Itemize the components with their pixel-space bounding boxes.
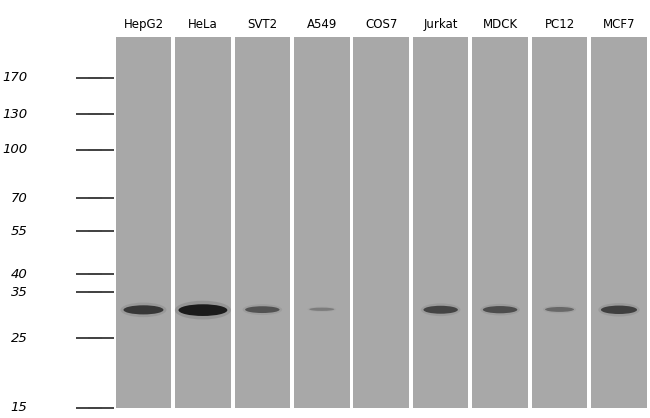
Text: HepG2: HepG2 xyxy=(124,18,164,31)
Text: 35: 35 xyxy=(10,286,27,299)
Ellipse shape xyxy=(598,303,640,316)
Text: MCF7: MCF7 xyxy=(603,18,635,31)
Text: 40: 40 xyxy=(10,268,27,281)
Text: HeLa: HeLa xyxy=(188,18,218,31)
Bar xyxy=(354,37,409,408)
Text: 130: 130 xyxy=(2,108,27,121)
Ellipse shape xyxy=(124,305,163,314)
Text: MDCK: MDCK xyxy=(482,18,517,31)
Ellipse shape xyxy=(309,308,334,311)
Ellipse shape xyxy=(245,306,280,313)
Ellipse shape xyxy=(601,306,637,314)
Text: A549: A549 xyxy=(307,18,337,31)
Bar xyxy=(473,37,528,408)
Text: PC12: PC12 xyxy=(545,18,575,31)
Bar xyxy=(592,37,647,408)
Ellipse shape xyxy=(179,304,228,316)
Bar xyxy=(235,37,290,408)
Text: 25: 25 xyxy=(10,331,27,345)
Ellipse shape xyxy=(175,301,231,319)
Text: 70: 70 xyxy=(10,192,27,205)
Ellipse shape xyxy=(120,303,166,317)
Bar xyxy=(532,37,588,408)
Ellipse shape xyxy=(421,303,460,316)
Ellipse shape xyxy=(483,306,517,314)
Bar xyxy=(413,37,469,408)
Text: 15: 15 xyxy=(10,401,27,414)
Bar xyxy=(175,37,231,408)
Text: Jurkat: Jurkat xyxy=(423,18,458,31)
Bar xyxy=(294,37,350,408)
Text: 55: 55 xyxy=(10,224,27,237)
Text: 170: 170 xyxy=(2,71,27,84)
Ellipse shape xyxy=(423,306,458,314)
Ellipse shape xyxy=(545,307,574,312)
Ellipse shape xyxy=(543,306,576,314)
Text: SVT2: SVT2 xyxy=(247,18,278,31)
Bar xyxy=(116,37,171,408)
Text: 100: 100 xyxy=(2,143,27,156)
Ellipse shape xyxy=(242,304,282,315)
Text: COS7: COS7 xyxy=(365,18,397,31)
Ellipse shape xyxy=(480,304,520,316)
